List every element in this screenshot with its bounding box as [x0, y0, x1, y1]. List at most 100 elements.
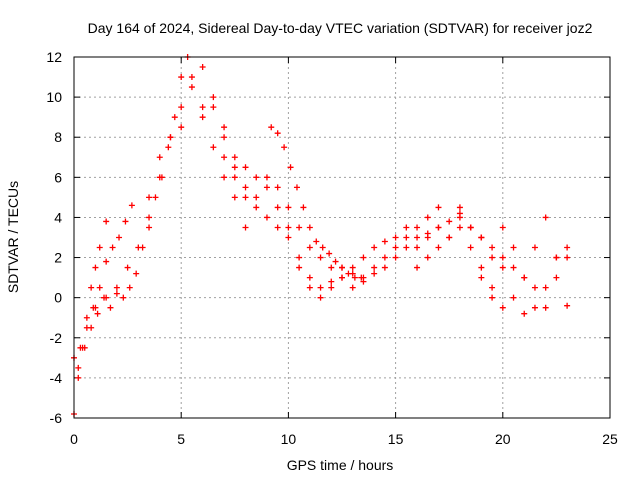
data-point [133, 270, 140, 277]
data-point [531, 304, 538, 311]
data-point [339, 274, 345, 281]
data-point [392, 234, 399, 241]
data-point [156, 174, 163, 181]
series-track-c [75, 54, 191, 371]
series-track-k [478, 244, 571, 317]
y-tick-label: -4 [50, 370, 63, 386]
data-point [392, 254, 399, 261]
data-point [92, 304, 99, 311]
data-point [146, 224, 153, 231]
data-point [317, 284, 324, 291]
data-point [306, 244, 313, 251]
data-point [403, 244, 410, 251]
data-point [339, 264, 345, 271]
data-point [263, 184, 270, 191]
data-point [221, 174, 228, 181]
data-point [285, 204, 292, 211]
data-point [231, 164, 238, 171]
data-point [221, 134, 228, 141]
data-point [499, 254, 506, 261]
data-point [210, 144, 217, 151]
data-point [274, 204, 281, 211]
data-point [510, 294, 517, 301]
data-point [253, 194, 260, 201]
data-point [178, 124, 185, 131]
data-point [281, 144, 288, 151]
data-point [435, 204, 442, 211]
data-point [103, 218, 110, 225]
data-point [293, 184, 300, 191]
data-point [317, 294, 324, 301]
data-point [274, 224, 281, 231]
data-point [199, 104, 206, 111]
series-track-j [456, 214, 571, 281]
x-tick-label: 15 [388, 431, 404, 447]
data-point [403, 224, 410, 231]
data-point [542, 284, 549, 291]
data-point [371, 264, 378, 271]
data-point [456, 224, 463, 231]
data-point [531, 244, 538, 251]
data-point [424, 214, 431, 221]
data-point [113, 284, 120, 291]
data-point [414, 224, 421, 231]
data-point [371, 244, 378, 251]
data-point [165, 144, 172, 151]
series-track-a [71, 218, 110, 417]
data-point [345, 270, 352, 277]
data-point [263, 214, 270, 221]
plot-area [71, 54, 571, 417]
plot-frame [73, 56, 611, 419]
data-point [242, 164, 249, 171]
data-point [381, 264, 388, 271]
data-point [210, 104, 217, 111]
data-point [360, 278, 367, 285]
data-point [358, 274, 365, 281]
data-point [553, 254, 560, 261]
data-point [306, 224, 313, 231]
data-point [109, 244, 116, 251]
data-point [221, 124, 228, 131]
y-tick-label: 0 [54, 290, 62, 306]
data-point [81, 344, 88, 351]
data-point [94, 310, 101, 317]
data-point [113, 290, 120, 297]
data-point [199, 64, 206, 71]
data-point [296, 224, 303, 231]
data-point [210, 94, 217, 101]
data-point [287, 164, 294, 171]
data-point [188, 74, 195, 81]
y-tick-label: 12 [46, 49, 62, 65]
data-point [489, 294, 496, 301]
data-point [456, 204, 463, 211]
x-tick-label: 20 [495, 431, 511, 447]
data-point [414, 264, 421, 271]
data-point [285, 224, 292, 231]
data-point [75, 374, 82, 381]
series-track-h [268, 124, 365, 281]
y-tick-label: 4 [54, 209, 62, 225]
y-tick-label: 6 [54, 169, 62, 185]
data-point [231, 194, 238, 201]
data-point [268, 124, 275, 131]
data-point [456, 214, 463, 221]
data-point [116, 234, 123, 241]
data-point [446, 218, 453, 225]
data-point [103, 294, 110, 301]
data-point [146, 214, 153, 221]
data-point [156, 154, 163, 161]
data-point [328, 284, 335, 291]
data-point [135, 244, 142, 251]
data-point [542, 304, 549, 311]
data-point [107, 304, 114, 311]
data-point [128, 202, 135, 209]
data-point [542, 214, 549, 221]
data-point [435, 244, 442, 251]
y-tick-label: -2 [50, 330, 63, 346]
data-point [188, 84, 195, 91]
series-track-d [92, 84, 249, 311]
data-point [489, 254, 496, 261]
data-point [285, 234, 292, 241]
data-point [242, 194, 249, 201]
